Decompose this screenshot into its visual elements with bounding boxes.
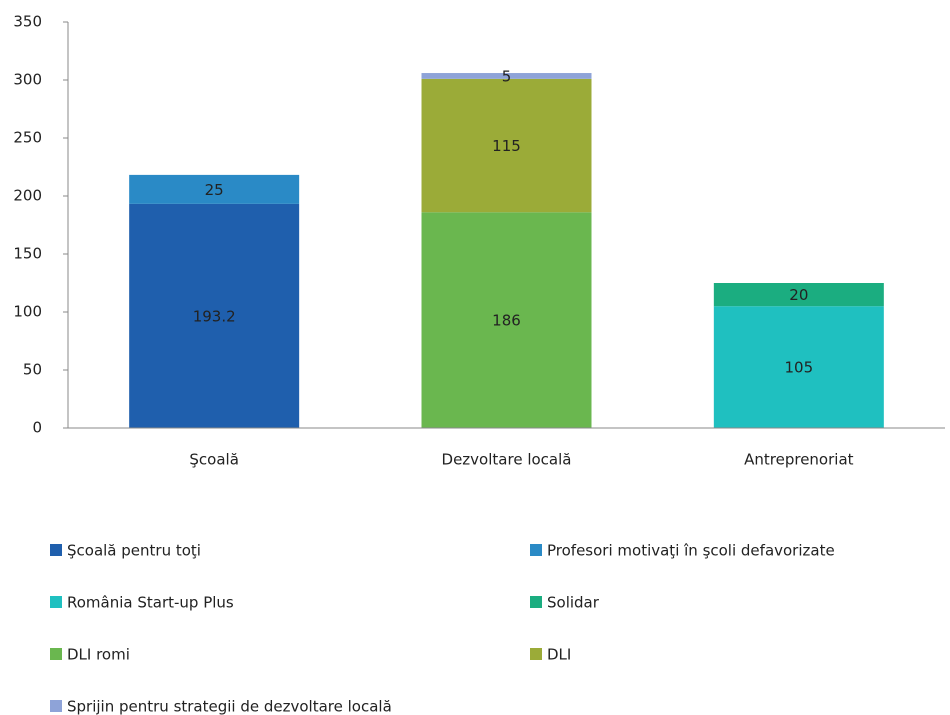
bar-segment — [421, 73, 592, 79]
bar-segment — [421, 212, 592, 428]
y-tick-label: 50 — [23, 361, 42, 379]
data-label: 20 — [789, 286, 808, 304]
y-tick-label: 250 — [13, 129, 42, 147]
bar-segment — [713, 283, 884, 307]
legend-swatch — [530, 648, 542, 660]
bar-segment — [129, 203, 300, 428]
y-tick-label: 100 — [13, 303, 42, 321]
bar-segment — [713, 306, 884, 428]
legend-label: DLI — [547, 646, 571, 664]
x-tick-label: Dezvoltare locală — [442, 451, 572, 469]
data-label: 5 — [502, 67, 512, 85]
y-tick-label: 0 — [32, 419, 42, 437]
legend-label: Solidar — [547, 594, 600, 612]
legend-label: Sprijin pentru strategii de dezvoltare l… — [67, 698, 392, 715]
legend-label: România Start-up Plus — [67, 594, 234, 612]
legend-swatch — [530, 544, 542, 556]
y-tick-label: 300 — [13, 71, 42, 89]
legend-swatch — [50, 700, 62, 712]
legend-swatch — [50, 648, 62, 660]
x-tick-label: Şcoală — [189, 451, 239, 469]
legend-swatch — [530, 596, 542, 608]
data-label: 193.2 — [193, 307, 236, 325]
x-tick-label: Antreprenoriat — [744, 451, 854, 469]
legend-swatch — [50, 544, 62, 556]
data-label: 186 — [492, 312, 521, 330]
data-label: 25 — [205, 181, 224, 199]
y-tick-label: 150 — [13, 245, 42, 263]
legend-label: Şcoală pentru toţi — [67, 542, 201, 560]
legend-swatch — [50, 596, 62, 608]
data-label: 115 — [492, 137, 521, 155]
data-label: 105 — [785, 359, 814, 377]
bar-segment — [421, 78, 592, 213]
legend-label: DLI romi — [67, 646, 130, 664]
legend-label: Profesori motivaţi în şcoli defavorizate — [547, 542, 835, 560]
y-tick-label: 350 — [13, 13, 42, 31]
y-tick-label: 200 — [13, 187, 42, 205]
bar-segment — [129, 174, 300, 204]
